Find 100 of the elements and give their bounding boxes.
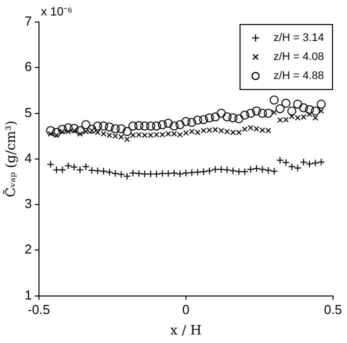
point [310,106,320,116]
point [100,167,108,176]
point [234,114,244,124]
point [224,128,230,134]
point [188,128,195,134]
point [176,120,185,130]
point [281,98,290,108]
point [187,118,196,127]
point [293,100,302,109]
point [65,128,72,134]
point [212,166,220,174]
point [200,128,206,134]
point [294,164,302,172]
point [152,122,161,131]
point [129,169,137,177]
point [260,127,266,133]
point [58,166,66,174]
point [158,120,167,130]
point [194,130,201,136]
point [217,166,226,174]
point [252,164,260,172]
point [70,124,79,133]
point [188,168,196,176]
point [294,114,301,121]
point [306,111,312,118]
point [142,132,148,138]
point [64,162,72,170]
y-tick-label: 3 [24,196,32,212]
point [100,130,106,137]
point [270,96,279,105]
point [177,132,183,138]
point [116,124,126,134]
point [216,108,226,118]
point [287,106,296,116]
point [183,130,189,136]
point [88,128,95,134]
point [264,166,272,174]
point [52,166,60,174]
point [223,166,231,174]
point [265,128,272,134]
x-tick-label: 0.5 [324,302,342,318]
point [206,166,214,175]
point [154,132,160,138]
y-tick-label: 1 [24,287,32,302]
point [246,166,254,174]
point [134,121,144,130]
point [48,130,54,137]
point [276,104,285,114]
point [171,130,177,137]
y-tick-label: 2 [24,242,32,257]
point [136,132,142,138]
point [312,159,320,167]
point [258,166,266,174]
point [264,108,273,118]
point [228,113,238,122]
point [77,130,83,137]
point [176,170,184,178]
legend-label: z/H = 4.08 [274,51,324,64]
point [58,124,67,134]
point [230,130,236,136]
point [200,168,208,176]
y-tick-label: 4 [24,150,32,166]
point [104,122,114,132]
point [110,124,120,134]
point [165,130,172,137]
point [148,132,154,138]
point [299,103,308,112]
point [146,122,156,131]
point [122,127,132,136]
point [193,116,202,125]
point [76,126,85,136]
point [164,118,173,128]
y-tick-label: 7 [24,14,32,29]
legend-label: z/H = 3.14 [274,32,324,44]
point [304,105,314,114]
y-tick-label: 5 [24,104,32,120]
point [46,160,54,168]
point [93,122,102,131]
point [52,128,61,137]
point [317,158,326,166]
point [316,100,326,109]
point [248,125,254,131]
point [64,123,73,132]
point [222,112,232,122]
point [204,113,214,122]
point [246,108,256,118]
point [210,112,220,122]
x-tick-label: -0.5 [28,302,50,318]
legend-label: z/H = 4.88 [274,70,324,82]
point [99,122,108,131]
point [212,126,218,133]
point [181,116,190,126]
point [54,132,60,138]
point [81,120,90,130]
point [106,168,114,176]
point [94,130,100,136]
point [152,170,160,178]
point [288,114,295,120]
point [271,110,277,116]
point [182,169,190,177]
